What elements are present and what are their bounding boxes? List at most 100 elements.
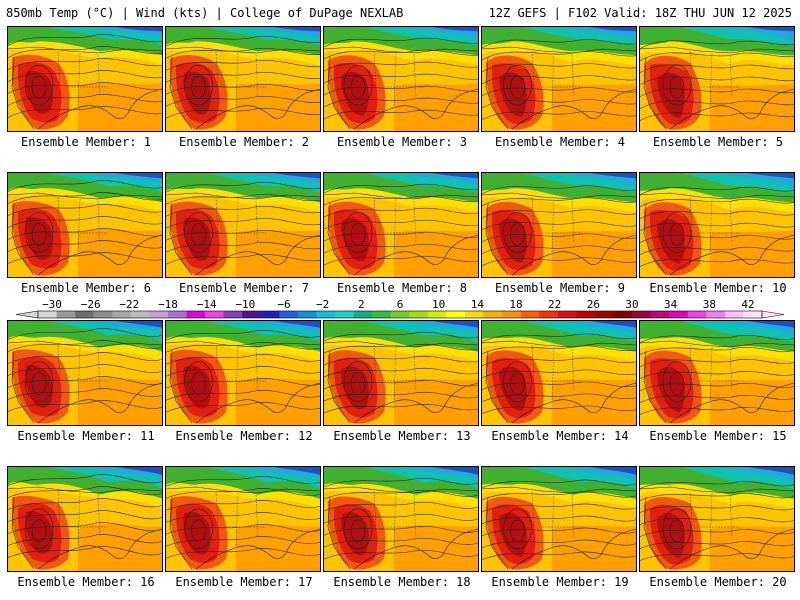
colorbar-segment [167,311,187,318]
colorbar-tick-label: 42 [741,298,754,311]
ensemble-member-label: Ensemble Member: 16 [17,575,155,589]
colorbar-tick-label: 34 [664,298,678,311]
colorbar-tick-label: −14 [197,298,217,311]
ensemble-member-label: Ensemble Member: 11 [17,429,155,443]
temperature-map [640,173,794,277]
colorbar-tick-label: 38 [703,298,716,311]
ensemble-member-label: Ensemble Member: 6 [20,281,152,295]
colorbar-segment [724,311,744,318]
temperature-map [166,27,320,131]
colorbar-tick-label: −10 [235,298,255,311]
temperature-map [166,173,320,277]
colorbar-tick-label: 26 [587,298,600,311]
ensemble-member-label: Ensemble Member: 12 [175,429,313,443]
ensemble-map-panel [165,466,321,572]
ensemble-map-panel [7,172,163,278]
colorbar-tick-label: 22 [548,298,561,311]
ensemble-member-label: Ensemble Member: 10 [649,281,787,295]
colorbar-segment [75,311,94,318]
colorbar-segment [483,311,503,318]
temperature-map [324,321,478,425]
ensemble-map-panel [165,26,321,132]
ensemble-member-label: Ensemble Member: 3 [336,135,468,149]
ensemble-member-label: Ensemble Member: 4 [494,135,626,149]
ensemble-map-panel [639,320,795,426]
temperature-map [324,27,478,131]
temperature-map [482,321,636,425]
colorbar-segment [316,311,336,318]
ensemble-member-label: Ensemble Member: 7 [178,281,310,295]
temperature-map [8,173,162,277]
ensemble-map-panel [7,466,163,572]
ensemble-member-label: Ensemble Member: 9 [494,281,626,295]
colorbar-segment [539,311,559,318]
colorbar-segment [409,311,429,318]
colorbar-tick-label: 6 [397,298,404,311]
colorbar-segment [464,311,484,318]
colorbar-tick-label: 2 [358,298,365,311]
colorbar-segment [613,311,633,318]
colorbar-tick-label: 30 [625,298,638,311]
ensemble-member-label: Ensemble Member: 2 [178,135,310,149]
colorbar-tick-label: −22 [119,298,139,311]
temperature-colorbar: −30 −26 −22 −18 −14 −10 −6 −2 2 6 10 14 18 22 26 30 34 38… [15,298,785,319]
colorbar-segment [205,311,224,318]
chart-title: 850mb Temp (°C) | Wind (kts) | College o… [6,6,404,20]
colorbar-segment [520,311,540,318]
colorbar-tick-label: 14 [471,298,485,311]
temperature-map [8,467,162,571]
ensemble-member-label: Ensemble Member: 13 [333,429,471,443]
colorbar-segment [260,311,280,318]
colorbar-segment [130,311,150,318]
colorbar-segment [297,311,317,318]
model-run-info: 12Z GEFS | F102 Valid: 18Z THU JUN 12 20… [488,6,792,20]
ensemble-map-panel [7,26,163,132]
colorbar-segment [743,311,763,318]
temperature-map [8,321,162,425]
temperature-map [166,467,320,571]
temperature-map [324,173,478,277]
colorbar-segment [706,311,726,318]
colorbar-segment [632,311,651,318]
colorbar-segment [186,311,206,318]
colorbar-tick-label: 10 [432,298,445,311]
ensemble-map-panel [7,320,163,426]
ensemble-member-label: Ensemble Member: 8 [336,281,468,295]
ensemble-member-label: Ensemble Member: 18 [333,575,471,589]
colorbar-segment [223,311,243,318]
ensemble-map-panel [323,466,479,572]
colorbar-segment [56,311,76,318]
ensemble-map-panel [323,172,479,278]
ensemble-member-label: Ensemble Member: 5 [652,135,784,149]
temperature-map [8,27,162,131]
temperature-map [640,321,794,425]
colorbar-segment [112,311,132,318]
colorbar-segment [576,311,596,318]
colorbar-segment [372,311,392,318]
temperature-map [482,173,636,277]
ensemble-map-panel [165,320,321,426]
ensemble-map-panel [323,320,479,426]
colorbar-segment [427,311,447,318]
colorbar-segment [557,311,577,318]
colorbar-segment [38,311,57,318]
colorbar-segment [335,311,354,318]
ensemble-map-panel [481,466,637,572]
colorbar-segment [390,311,410,318]
ensemble-member-label: Ensemble Member: 20 [649,575,787,589]
ensemble-map-panel [639,26,795,132]
colorbar-tick-label: −30 [42,298,62,311]
colorbar-segment [149,311,169,318]
temperature-map [324,467,478,571]
colorbar-segment [353,311,373,318]
colorbar-tick-label: −2 [316,298,329,311]
colorbar-min-arrow [15,310,39,319]
ensemble-member-label: Ensemble Member: 15 [649,429,787,443]
colorbar-segment [93,311,113,318]
ensemble-member-label: Ensemble Member: 1 [20,135,152,149]
colorbar-tick-label: −18 [158,298,178,311]
colorbar-segment [687,311,707,318]
temperature-map [166,321,320,425]
colorbar-segment [669,311,689,318]
colorbar-tick-label: −26 [81,298,101,311]
